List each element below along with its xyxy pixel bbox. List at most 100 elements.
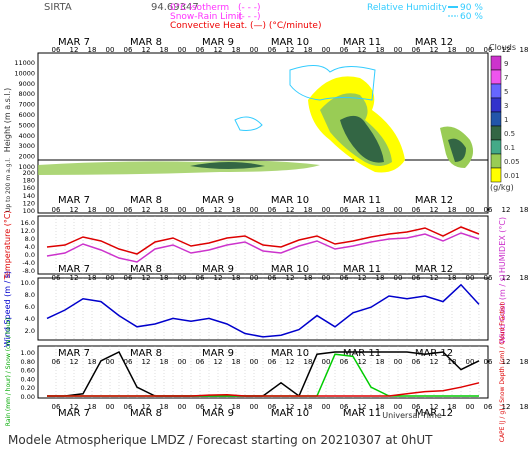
hour-label: 06 xyxy=(412,46,421,54)
hour-label: 18 xyxy=(520,358,528,366)
hour-label: 00 xyxy=(322,403,331,411)
day-label: MAR 8 xyxy=(130,264,162,275)
hour-label: 06 xyxy=(484,403,493,411)
day-label: MAR 8 xyxy=(130,195,162,206)
series-line xyxy=(46,226,480,255)
clouds-scale-swatch xyxy=(490,139,502,155)
y-tick-label: 16.0 xyxy=(21,219,35,227)
hour-label: 00 xyxy=(250,46,259,54)
hour-label: 12 xyxy=(358,46,367,54)
footer-caption: Modele Atmospherique LMDZ / Forecast sta… xyxy=(8,433,433,447)
hour-label: 12 xyxy=(142,206,151,214)
legend-right: Relative Humidity 90 % 60 % xyxy=(367,3,483,22)
hour-label: 18 xyxy=(520,46,528,54)
y-tick-label: 0.40 xyxy=(21,375,35,383)
hour-label: 18 xyxy=(232,46,241,54)
y-tick-label: 5000 xyxy=(18,121,35,129)
day-label: MAR 7 xyxy=(58,348,90,359)
legend-snowrain-label: Snow-Rain Limit xyxy=(170,12,243,22)
station-coords: 94.69347 xyxy=(151,2,199,13)
series-line xyxy=(47,382,480,397)
day-label: MAR 8 xyxy=(130,37,162,48)
hour-label: 12 xyxy=(358,403,367,411)
hour-label: 06 xyxy=(268,46,277,54)
day-label: MAR 11 xyxy=(343,264,381,275)
day-label: MAR 10 xyxy=(271,195,309,206)
clouds-scale-swatch xyxy=(490,83,502,99)
hour-label: 18 xyxy=(160,46,169,54)
hour-label: 06 xyxy=(340,206,349,214)
boundary-layer-panel xyxy=(37,159,489,214)
hour-label: 18 xyxy=(88,403,97,411)
clouds-scale-level: 0.05 xyxy=(504,158,520,166)
y-tick-label: 100 xyxy=(23,207,35,215)
hour-label: 12 xyxy=(286,46,295,54)
hour-label: 12 xyxy=(502,206,511,214)
rh90-contour xyxy=(289,65,376,101)
y-tick-label: 2000 xyxy=(18,153,35,161)
y-tick-label: 0.80 xyxy=(21,358,35,366)
cape-ylabel: CAPE (J / g) / Snow Depth (cm) / Cloud F… xyxy=(499,302,506,443)
clouds-scale: Clouds 9 7 5 3 1 0.5 0.1 0.05 0.01 (g/kg) xyxy=(489,43,520,192)
series-line xyxy=(46,283,480,338)
hour-label: 18 xyxy=(520,206,528,214)
hour-label: 06 xyxy=(340,46,349,54)
day-label: MAR 9 xyxy=(202,264,234,275)
day-label: MAR 8 xyxy=(130,348,162,359)
hour-label: 18 xyxy=(88,46,97,54)
day-label: MAR 7 xyxy=(58,264,90,275)
hour-label: 18 xyxy=(304,46,313,54)
cloud-field xyxy=(38,65,474,175)
hour-label: 06 xyxy=(412,358,421,366)
y-tick-label: 2.0 xyxy=(25,327,35,335)
hour-label: 06 xyxy=(124,46,133,54)
hour-label: 06 xyxy=(196,403,205,411)
clouds-scale-level: 0.1 xyxy=(504,144,515,152)
hour-label: 06 xyxy=(52,206,61,214)
rh-contour-small xyxy=(234,116,263,131)
hour-label: 18 xyxy=(160,403,169,411)
legend-convective-label: Convective Heat. xyxy=(170,21,247,31)
y-tick-label: -4.0 xyxy=(22,259,35,267)
hour-label: 06 xyxy=(484,206,493,214)
day-label: MAR 11 xyxy=(343,348,381,359)
series-line xyxy=(46,232,480,263)
humidex-ylabel: HUMIDEX (°C) xyxy=(498,217,507,273)
clouds-scale-swatch xyxy=(490,111,502,127)
y-tick-label: 0.00 xyxy=(21,393,35,401)
day-label: MAR 9 xyxy=(202,195,234,206)
hour-label: 12 xyxy=(430,403,439,411)
hour-label: 06 xyxy=(52,403,61,411)
y-tick-label: 200 xyxy=(23,169,35,177)
hour-label: 12 xyxy=(214,206,223,214)
day-label: MAR 8 xyxy=(130,408,162,419)
hour-label: 06 xyxy=(484,274,493,282)
y-tick-label: 180 xyxy=(23,177,35,185)
day-label: MAR 9 xyxy=(202,348,234,359)
hour-label: 18 xyxy=(448,46,457,54)
y-tick-label: 7000 xyxy=(18,101,35,109)
hour-label: 00 xyxy=(466,46,475,54)
hour-label: 06 xyxy=(124,358,133,366)
day-label: MAR 11 xyxy=(343,195,381,206)
y-tick-label: 4000 xyxy=(18,132,35,140)
clouds-scale-unit: (g/kg) xyxy=(490,183,514,192)
y-tick-label: 140 xyxy=(23,192,35,200)
hour-label: 12 xyxy=(214,46,223,54)
legend-convective-symbol: (—) (°C/minute) xyxy=(250,21,321,31)
hour-label: 06 xyxy=(412,403,421,411)
clouds-scale-title: Clouds xyxy=(489,43,516,52)
clouds-scale-swatch xyxy=(490,167,502,183)
hour-label: 18 xyxy=(232,206,241,214)
day-label: MAR 10 xyxy=(271,348,309,359)
hour-label: 12 xyxy=(214,403,223,411)
hour-label: 06 xyxy=(484,358,493,366)
legend-rh-title: Relative Humidity xyxy=(367,3,448,13)
day-label: MAR 9 xyxy=(202,408,234,419)
hour-label: 00 xyxy=(466,403,475,411)
hour-label: 12 xyxy=(430,46,439,54)
wind-ylabel: Wind Speed (m / s) xyxy=(3,271,12,347)
legend-isotherm-label: 0°C isotherm xyxy=(170,3,229,13)
hour-label: 00 xyxy=(178,46,187,54)
